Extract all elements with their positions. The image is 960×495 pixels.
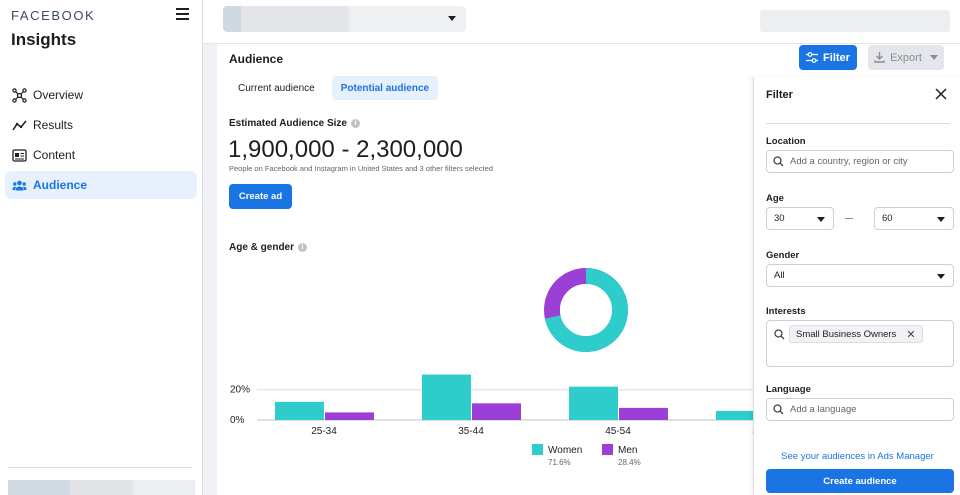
gender-label: Gender xyxy=(766,250,800,261)
legend-percent: 71.6% xyxy=(548,458,571,467)
legend-label: Men xyxy=(618,445,637,456)
sidebar-item-label: Overview xyxy=(33,88,84,102)
hamburger-menu-icon[interactable] xyxy=(176,8,189,20)
bar-women-25-34[interactable] xyxy=(275,401,324,420)
interest-chip-label: Small Business Owners xyxy=(796,328,897,340)
sidebar-item-content[interactable]: Content xyxy=(5,141,197,169)
y-tick-label: 0% xyxy=(230,415,245,426)
estimated-size-label-text: Estimated Audience Size xyxy=(229,118,347,129)
filter-button[interactable]: Filter xyxy=(799,45,857,70)
age-min-select[interactable]: 30 xyxy=(766,207,834,230)
sidebar: FACEBOOK Insights Overview Results Conte… xyxy=(0,0,203,495)
chevron-down-icon xyxy=(937,274,945,279)
x-tick-label: 35-44 xyxy=(458,426,484,437)
brand-logo: FACEBOOK xyxy=(11,8,96,23)
bar-women-35-44[interactable] xyxy=(422,374,471,420)
age-max-value: 60 xyxy=(882,213,893,224)
estimated-size-label: Estimated Audience Size i xyxy=(229,118,360,129)
search-icon xyxy=(773,156,784,167)
top-bar-account-area[interactable] xyxy=(760,10,950,32)
sidebar-item-results[interactable]: Results xyxy=(5,111,197,139)
info-icon[interactable]: i xyxy=(351,119,360,128)
ads-manager-link[interactable]: See your audiences in Ads Manager xyxy=(781,451,934,462)
location-placeholder: Add a country, region or city xyxy=(790,156,908,167)
x-tick-label: 25-34 xyxy=(311,426,337,437)
chevron-down-icon xyxy=(448,16,456,21)
bar-women-55-64[interactable] xyxy=(716,410,757,420)
location-input[interactable]: Add a country, region or city xyxy=(766,150,954,173)
close-icon[interactable] xyxy=(934,87,948,101)
chevron-down-icon xyxy=(929,55,938,60)
content-icon xyxy=(11,147,27,163)
audience-tabs: Current audience Potential audience xyxy=(229,76,439,100)
language-label: Language xyxy=(766,384,811,395)
top-bar xyxy=(203,0,960,44)
age-gender-label-text: Age & gender xyxy=(229,242,295,253)
chart-bars xyxy=(275,374,757,420)
donut-slice-women xyxy=(544,268,628,352)
remove-chip-icon[interactable]: ✕ xyxy=(906,328,916,341)
gender-donut xyxy=(544,268,628,352)
bar-women-45-54[interactable] xyxy=(569,386,618,420)
filter-panel-divider xyxy=(766,123,950,124)
export-button-label: Export xyxy=(890,51,922,64)
interests-label: Interests xyxy=(766,306,806,317)
filter-panel: Filter Location Add a country, region or… xyxy=(753,77,960,495)
age-range-dash xyxy=(845,218,853,219)
bar-men-25-34[interactable] xyxy=(325,412,374,420)
sidebar-item-label: Audience xyxy=(33,178,88,192)
estimated-size-description: People on Facebook and Instagram in Unit… xyxy=(229,164,493,173)
chart-legend: Women 71.6% Men 28.4% xyxy=(532,444,641,467)
chevron-down-icon xyxy=(817,217,825,222)
trend-icon xyxy=(11,117,27,133)
age-min-value: 30 xyxy=(774,213,785,224)
download-icon xyxy=(874,52,885,63)
people-icon xyxy=(11,177,27,193)
gender-select[interactable]: All xyxy=(766,264,954,287)
age-max-select[interactable]: 60 xyxy=(874,207,954,230)
legend-label: Women xyxy=(548,445,582,456)
tab-current-audience[interactable]: Current audience xyxy=(238,82,315,94)
age-gender-label: Age & gender i xyxy=(229,242,308,253)
interests-input[interactable]: Small Business Owners ✕ xyxy=(766,320,954,367)
bar-men-35-44[interactable] xyxy=(472,403,521,420)
gender-value: All xyxy=(774,270,785,281)
section-title: Audience xyxy=(229,52,284,66)
language-placeholder: Add a language xyxy=(790,404,857,415)
account-selector[interactable] xyxy=(223,6,466,32)
sidebar-footer[interactable] xyxy=(8,480,195,495)
sidebar-item-audience[interactable]: Audience xyxy=(5,171,197,199)
y-tick-label: 20% xyxy=(230,385,250,396)
search-icon xyxy=(773,404,784,415)
create-ad-button[interactable]: Create ad xyxy=(229,184,292,209)
sidebar-divider xyxy=(8,467,192,468)
filter-button-label: Filter xyxy=(823,51,850,64)
bar-men-45-54[interactable] xyxy=(619,407,668,420)
info-icon[interactable]: i xyxy=(298,243,308,252)
sliders-icon xyxy=(806,52,819,63)
sidebar-item-overview[interactable]: Overview xyxy=(5,81,197,109)
location-label: Location xyxy=(766,136,806,147)
create-audience-button[interactable]: Create audience xyxy=(766,469,954,493)
sidebar-item-label: Content xyxy=(33,148,76,162)
estimated-size-value: 1,900,000 - 2,300,000 xyxy=(228,136,463,163)
interest-chip: Small Business Owners ✕ xyxy=(789,325,923,343)
network-icon xyxy=(11,87,27,103)
legend-swatch-men xyxy=(602,444,613,455)
export-button[interactable]: Export xyxy=(868,45,944,70)
legend-swatch-women xyxy=(532,444,543,455)
tab-potential-audience[interactable]: Potential audience xyxy=(331,76,439,100)
donut-hole xyxy=(560,284,612,336)
age-label: Age xyxy=(766,193,784,204)
filter-panel-title: Filter xyxy=(766,89,793,101)
app-title: Insights xyxy=(11,30,77,49)
search-icon xyxy=(774,329,785,340)
language-input[interactable]: Add a language xyxy=(766,398,954,421)
sidebar-nav: Overview Results Content Audience xyxy=(5,81,197,201)
sidebar-item-label: Results xyxy=(33,118,74,132)
legend-percent: 28.4% xyxy=(618,458,641,467)
chevron-down-icon xyxy=(937,217,945,222)
x-tick-label: 45-54 xyxy=(605,426,631,437)
